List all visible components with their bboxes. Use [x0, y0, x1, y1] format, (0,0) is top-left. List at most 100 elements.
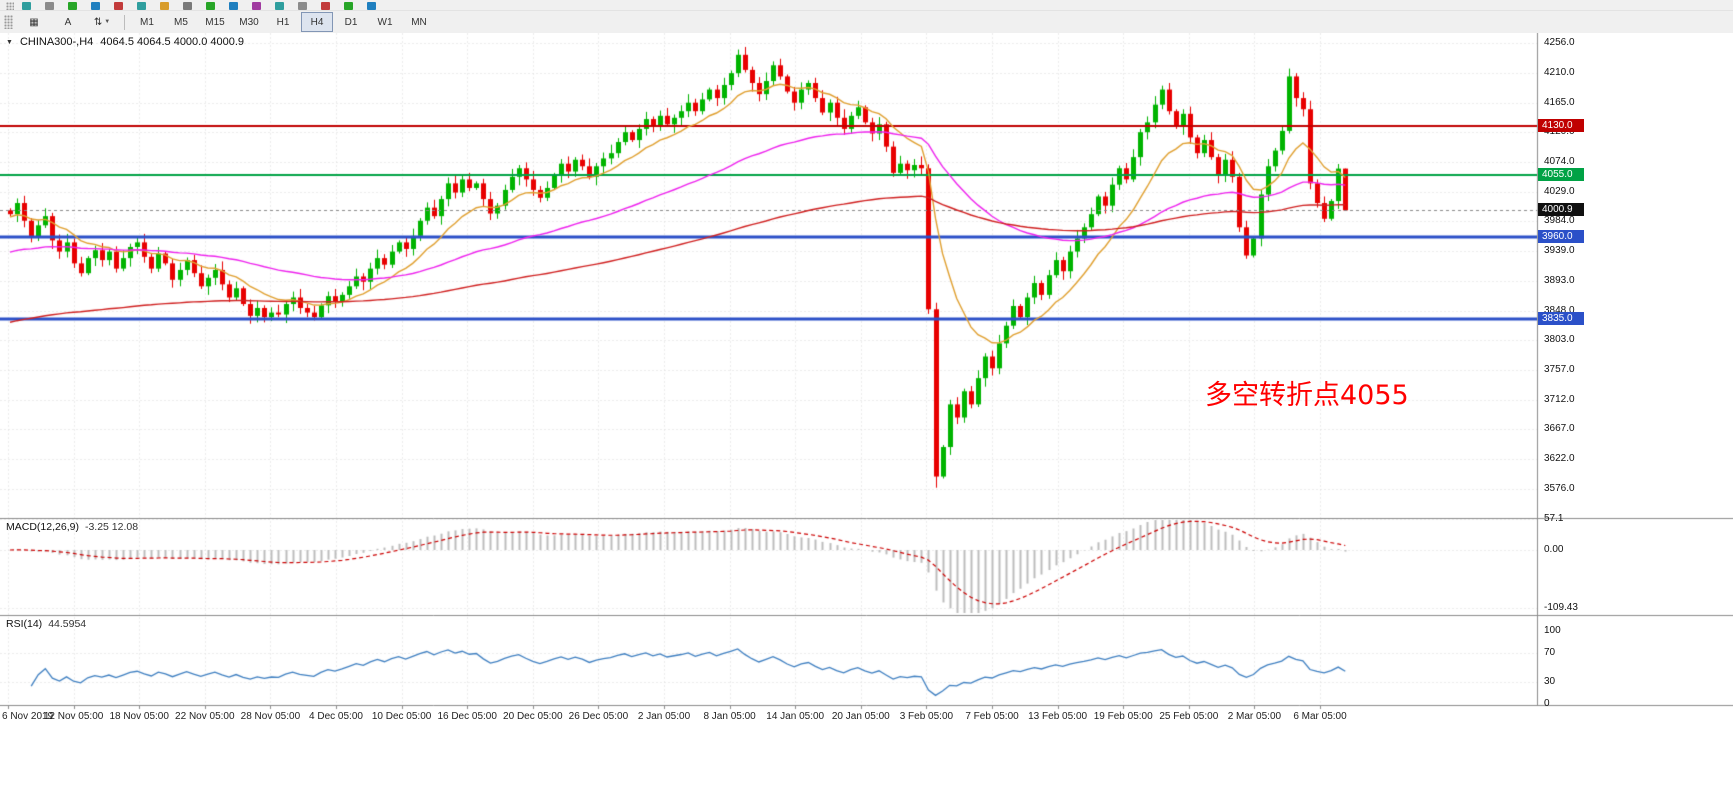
price-chart-canvas[interactable]: [0, 33, 1733, 795]
rsi-axis-label: 100: [1544, 625, 1561, 637]
price-axis-label: 3667.0: [1544, 423, 1575, 435]
rsi-axis-label: 70: [1544, 647, 1556, 659]
toolbar-separator: [124, 14, 125, 30]
price-level-badge: 4055.0: [1538, 167, 1584, 181]
cropped-toolbar-icons: [22, 2, 390, 10]
macd-axis-label: 57.1: [1544, 513, 1564, 525]
date-axis-label: 12 Nov 05:00: [43, 711, 104, 722]
date-axis-label: 8 Jan 05:00: [703, 711, 756, 722]
price-axis-label: 3757.0: [1544, 364, 1575, 376]
cropped-toolbar-icon[interactable]: [91, 2, 100, 10]
price-axis-label: 4165.0: [1544, 96, 1575, 108]
symbol-ohlc-label: ▼ CHINA300-,H4 4064.5 4064.5 4000.0 4000…: [6, 36, 244, 48]
date-axis-label: 7 Feb 05:00: [965, 711, 1019, 722]
toolbar-drag-handle[interactable]: [6, 2, 14, 10]
cropped-toolbar-icon[interactable]: [252, 2, 261, 10]
cropped-toolbar-icon[interactable]: [367, 2, 376, 10]
date-axis-label: 14 Jan 05:00: [766, 711, 825, 722]
timeframe-button-m15[interactable]: M15: [205, 16, 225, 28]
macd-axis-label: 0.00: [1544, 544, 1564, 555]
timeframe-toolbar: ▦ A ⇅ ▼ M1 M5 M15 M30 H1 H4 D1 W1 MN: [0, 11, 1733, 34]
date-axis-label: 10 Dec 05:00: [371, 711, 432, 722]
date-axis-label: 20 Jan 05:00: [831, 711, 890, 722]
collapse-triangle-icon[interactable]: ▼: [6, 38, 13, 46]
cropped-toolbar-icon[interactable]: [229, 2, 238, 10]
symbol-name: CHINA300-,H4: [19, 36, 94, 48]
date-axis-label: 19 Feb 05:00: [1093, 711, 1153, 722]
price-axis-label: 3576.0: [1544, 483, 1575, 494]
timeframe-button-m5[interactable]: M5: [174, 16, 188, 28]
chart-annotation-text[interactable]: 多空转折点4055: [1205, 380, 1409, 411]
price-axis-label: 3803.0: [1544, 334, 1575, 346]
cropped-toolbar-icon[interactable]: [45, 2, 54, 10]
rsi-value: 44.5954: [48, 618, 87, 630]
rsi-name: RSI(14): [6, 618, 43, 630]
price-axis-label: 3622.0: [1544, 452, 1575, 464]
toolbar-text-a-button[interactable]: A: [64, 16, 72, 28]
cropped-toolbar-icon[interactable]: [344, 2, 353, 10]
date-axis-label: 2 Mar 05:00: [1227, 711, 1282, 722]
cropped-toolbar-icon[interactable]: [137, 2, 146, 10]
cropped-toolbar-icon[interactable]: [298, 2, 307, 10]
macd-name: MACD(12,26,9): [6, 521, 79, 533]
cropped-toolbar-icon[interactable]: [22, 2, 31, 10]
timeframe-button-mn[interactable]: MN: [411, 16, 427, 28]
date-axis-label: 22 Nov 05:00: [175, 711, 235, 722]
cropped-toolbar-icon[interactable]: [275, 2, 284, 10]
cropped-toolbar-icon[interactable]: [160, 2, 169, 10]
date-axis-label: 16 Dec 05:00: [437, 711, 497, 722]
date-axis-label: 25 Feb 05:00: [1159, 711, 1219, 722]
price-axis-label: 4120.0: [1544, 126, 1575, 138]
date-axis-label: 6 Nov 2019: [2, 711, 54, 722]
cropped-toolbar-icon[interactable]: [114, 2, 123, 10]
toolbar-arrange-button[interactable]: ⇅ ▼: [93, 16, 111, 28]
chart-window: ▼ CHINA300-,H4 4064.5 4064.5 4000.0 4000…: [0, 33, 1733, 795]
date-axis-label: 6 Mar 05:00: [1293, 711, 1347, 722]
date-axis-label: 2 Jan 05:00: [637, 711, 691, 722]
price-axis-label: 4210.0: [1544, 67, 1575, 79]
timeframe-button-m30[interactable]: M30: [239, 16, 259, 28]
rsi-indicator-label: RSI(14) 44.5954: [6, 618, 86, 630]
date-axis-label: 3 Feb 05:00: [899, 711, 954, 722]
price-axis-label: 3712.0: [1544, 393, 1575, 405]
price-axis-label: 3893.0: [1544, 275, 1575, 287]
rsi-axis-label: 30: [1544, 676, 1556, 688]
price-level-badge: 4000.9: [1538, 203, 1584, 217]
price-axis-label: 4029.0: [1544, 185, 1575, 197]
cropped-toolbar-strip: [0, 0, 1733, 11]
cropped-toolbar-icon[interactable]: [206, 2, 215, 10]
date-axis-label: 18 Nov 05:00: [109, 711, 169, 722]
price-axis-label: 3939.0: [1544, 244, 1575, 256]
rsi-axis-label: 0: [1544, 698, 1550, 709]
date-axis-label: 20 Dec 05:00: [503, 711, 563, 722]
date-axis-label: 26 Dec 05:00: [568, 711, 629, 722]
date-axis-label: 28 Nov 05:00: [240, 711, 301, 722]
macd-axis-label: -109.43: [1544, 602, 1578, 614]
ohlc-values: 4064.5 4064.5 4000.0 4000.9: [100, 36, 245, 48]
timeframe-button-h1[interactable]: H1: [276, 16, 290, 28]
macd-indicator-label: MACD(12,26,9) -3.25 12.08: [6, 521, 138, 533]
price-axis-label: 3984.0: [1544, 215, 1575, 227]
toolbar-grid-button[interactable]: ▦: [29, 16, 39, 28]
timeframe-buttons: M1 M5 M15 M30 H1 H4 D1 W1 MN: [130, 12, 436, 32]
cropped-toolbar-icon[interactable]: [68, 2, 77, 10]
cropped-toolbar-icon[interactable]: [183, 2, 192, 10]
timeframe-button-d1[interactable]: D1: [344, 16, 358, 28]
date-axis-label: 4 Dec 05:00: [309, 711, 363, 722]
chart-tool-buttons: ▦ A ⇅ ▼: [17, 12, 119, 32]
price-level-badge: 3835.0: [1538, 312, 1584, 326]
chevron-down-icon: ▼: [104, 19, 111, 25]
timeframe-button-w1[interactable]: W1: [377, 16, 393, 28]
date-axis-label: 13 Feb 05:00: [1028, 711, 1088, 722]
timeframe-button-m1[interactable]: M1: [140, 16, 154, 28]
price-level-badge: 3960.0: [1538, 230, 1584, 244]
toolbar-drag-handle[interactable]: [4, 15, 13, 29]
timeframe-button-h4[interactable]: H4: [301, 12, 333, 32]
price-axis-label: 3848.0: [1544, 304, 1575, 316]
price-axis-label: 4074.0: [1544, 156, 1575, 168]
cropped-toolbar-icon[interactable]: [321, 2, 330, 10]
price-level-badge: 4130.0: [1538, 118, 1584, 132]
macd-values: -3.25 12.08: [84, 521, 139, 533]
price-axis-label: 4256.0: [1544, 37, 1575, 48]
